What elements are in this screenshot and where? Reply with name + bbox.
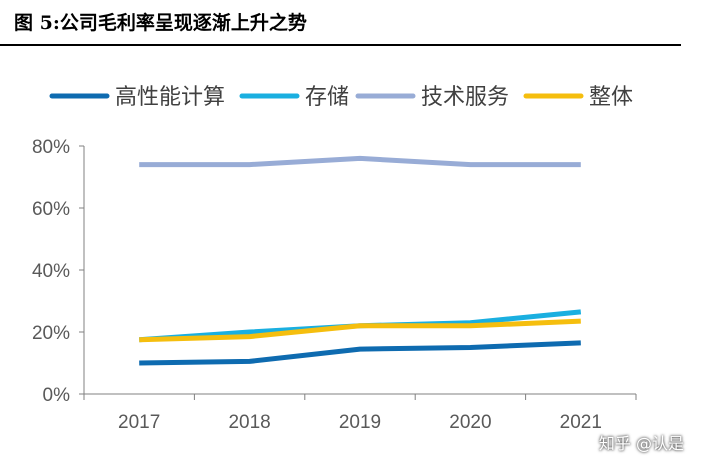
legend: 高性能计算 存储 技术服务 整体	[49, 85, 633, 110]
series-line	[139, 340, 581, 366]
x-axis: 2017 2018 2019 2020 2021	[83, 393, 637, 433]
legend-label: 高性能计算	[115, 85, 225, 110]
series-lines	[139, 155, 582, 366]
x-tick-label: 2021	[560, 412, 602, 433]
title-rule	[0, 44, 681, 46]
series-line	[139, 318, 581, 343]
x-tick-label: 2020	[449, 412, 491, 433]
x-tick-label: 2018	[228, 412, 270, 433]
y-tick-label: 80%	[32, 137, 70, 158]
legend-label: 技术服务	[421, 85, 509, 110]
x-tick-label: 2019	[339, 412, 381, 433]
legend-label: 整体	[589, 85, 633, 110]
y-tick-label: 60%	[32, 199, 70, 220]
legend-label: 存储	[305, 85, 349, 110]
x-tick-label: 2017	[118, 412, 160, 433]
y-tick-label: 0%	[43, 385, 71, 406]
y-tick-label: 20%	[32, 323, 70, 344]
series-line	[139, 155, 581, 168]
y-tick-label: 40%	[32, 261, 70, 282]
y-axis: 0% 20% 40% 60% 80%	[32, 137, 85, 406]
figure-title: 图 5:公司毛利率呈现逐渐上升之势	[14, 12, 307, 34]
watermark: 知乎 @认是	[598, 434, 684, 453]
